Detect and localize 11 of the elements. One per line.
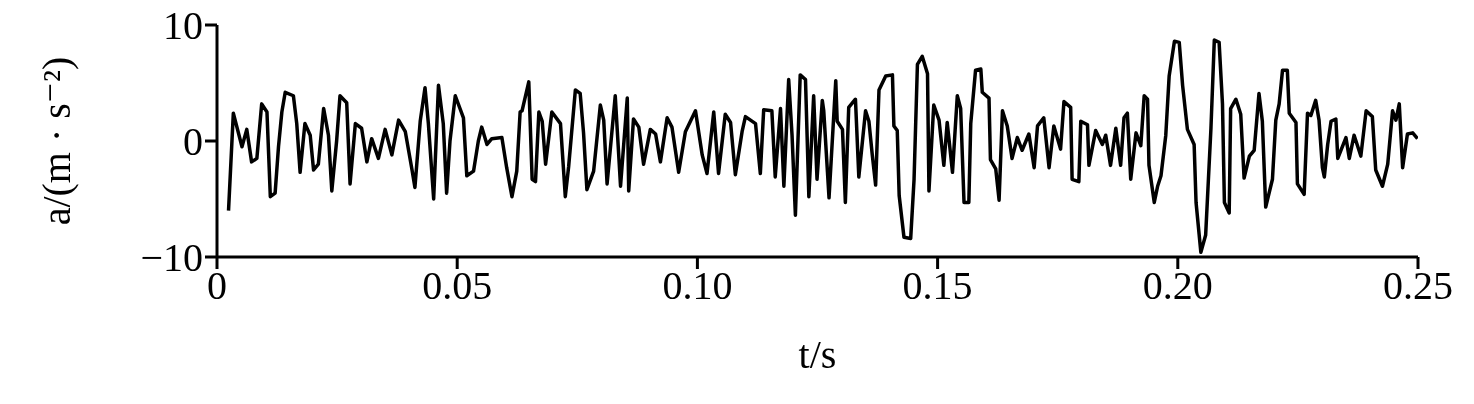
x-axis-title: t/s bbox=[798, 332, 837, 377]
y-axis-title: a/(m · s⁻²) bbox=[33, 56, 79, 226]
x-tick-label: 0.20 bbox=[1142, 263, 1213, 309]
x-tick-label: 0.25 bbox=[1383, 263, 1453, 309]
x-tick-label: 0.10 bbox=[662, 263, 733, 309]
line-series bbox=[226, 38, 1418, 255]
y-tick-label: 0 bbox=[183, 119, 203, 165]
x-tick-label: 0.15 bbox=[902, 263, 973, 309]
x-tick-label: 0.05 bbox=[422, 263, 493, 309]
y-tick-label: 10 bbox=[163, 3, 203, 49]
y-tick-label: −10 bbox=[140, 235, 203, 281]
